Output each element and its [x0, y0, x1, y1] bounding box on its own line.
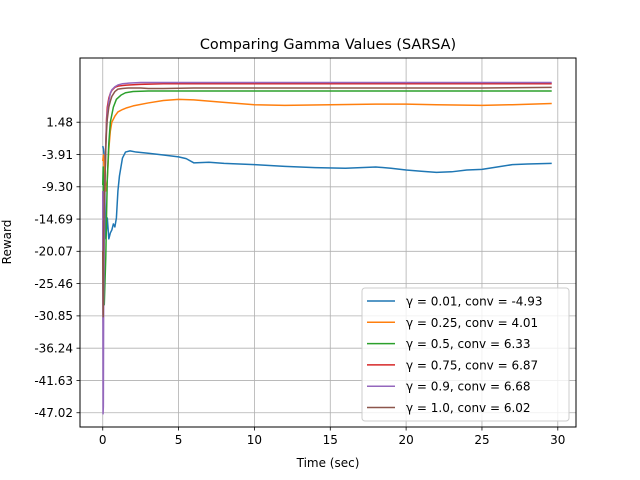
y-tick-label: -25.46 — [34, 277, 73, 291]
legend-label: γ = 0.9, conv = 6.68 — [406, 380, 531, 394]
x-tick-label: 20 — [398, 433, 413, 447]
y-tick-label: -41.63 — [34, 374, 73, 388]
plot-frame — [79, 57, 577, 428]
y-axis-label: Reward — [0, 220, 14, 265]
x-tick-label: 10 — [247, 433, 262, 447]
series-line-3 — [102, 90, 552, 306]
y-tick-label: -14.69 — [34, 212, 73, 226]
x-tick-label: 30 — [550, 433, 565, 447]
series-line-1 — [102, 145, 552, 240]
legend-box — [361, 287, 570, 422]
y-tick-label: -30.85 — [34, 309, 73, 323]
y-tick-label: -20.07 — [34, 245, 73, 259]
legend-label: γ = 1.0, conv = 6.02 — [406, 401, 531, 415]
x-axis-ticks: 0 5 10 15 20 25 30 — [99, 427, 565, 447]
series-line-6 — [102, 86, 552, 318]
y-tick-label: -47.02 — [34, 406, 73, 420]
legend-label: γ = 0.25, conv = 4.01 — [406, 316, 538, 330]
legend: γ = 0.01, conv = -4.93 γ = 0.25, conv = 4… — [361, 287, 570, 422]
legend-label: γ = 0.75, conv = 6.87 — [406, 358, 538, 372]
x-tick-label: 0 — [99, 433, 107, 447]
chart-title: Comparing Gamma Values (SARSA) — [200, 37, 456, 53]
y-tick-label: -3.91 — [42, 148, 73, 162]
y-axis-ticks: 1.48 -3.91 -9.30 -14.69 -20.07 -25.46 -30.85 -3… — [34, 116, 80, 420]
x-tick-label: 15 — [323, 433, 338, 447]
x-tick-label: 25 — [474, 433, 489, 447]
series-lines — [102, 81, 552, 415]
y-tick-label: -36.24 — [34, 341, 73, 355]
x-tick-label: 5 — [175, 433, 183, 447]
x-axis-label: Time (sec) — [296, 456, 360, 470]
y-tick-label: -9.30 — [42, 180, 73, 194]
y-tick-label: 1.48 — [46, 116, 73, 130]
legend-label: γ = 0.01, conv = -4.93 — [406, 295, 543, 309]
legend-label: γ = 0.5, conv = 6.33 — [406, 337, 531, 351]
